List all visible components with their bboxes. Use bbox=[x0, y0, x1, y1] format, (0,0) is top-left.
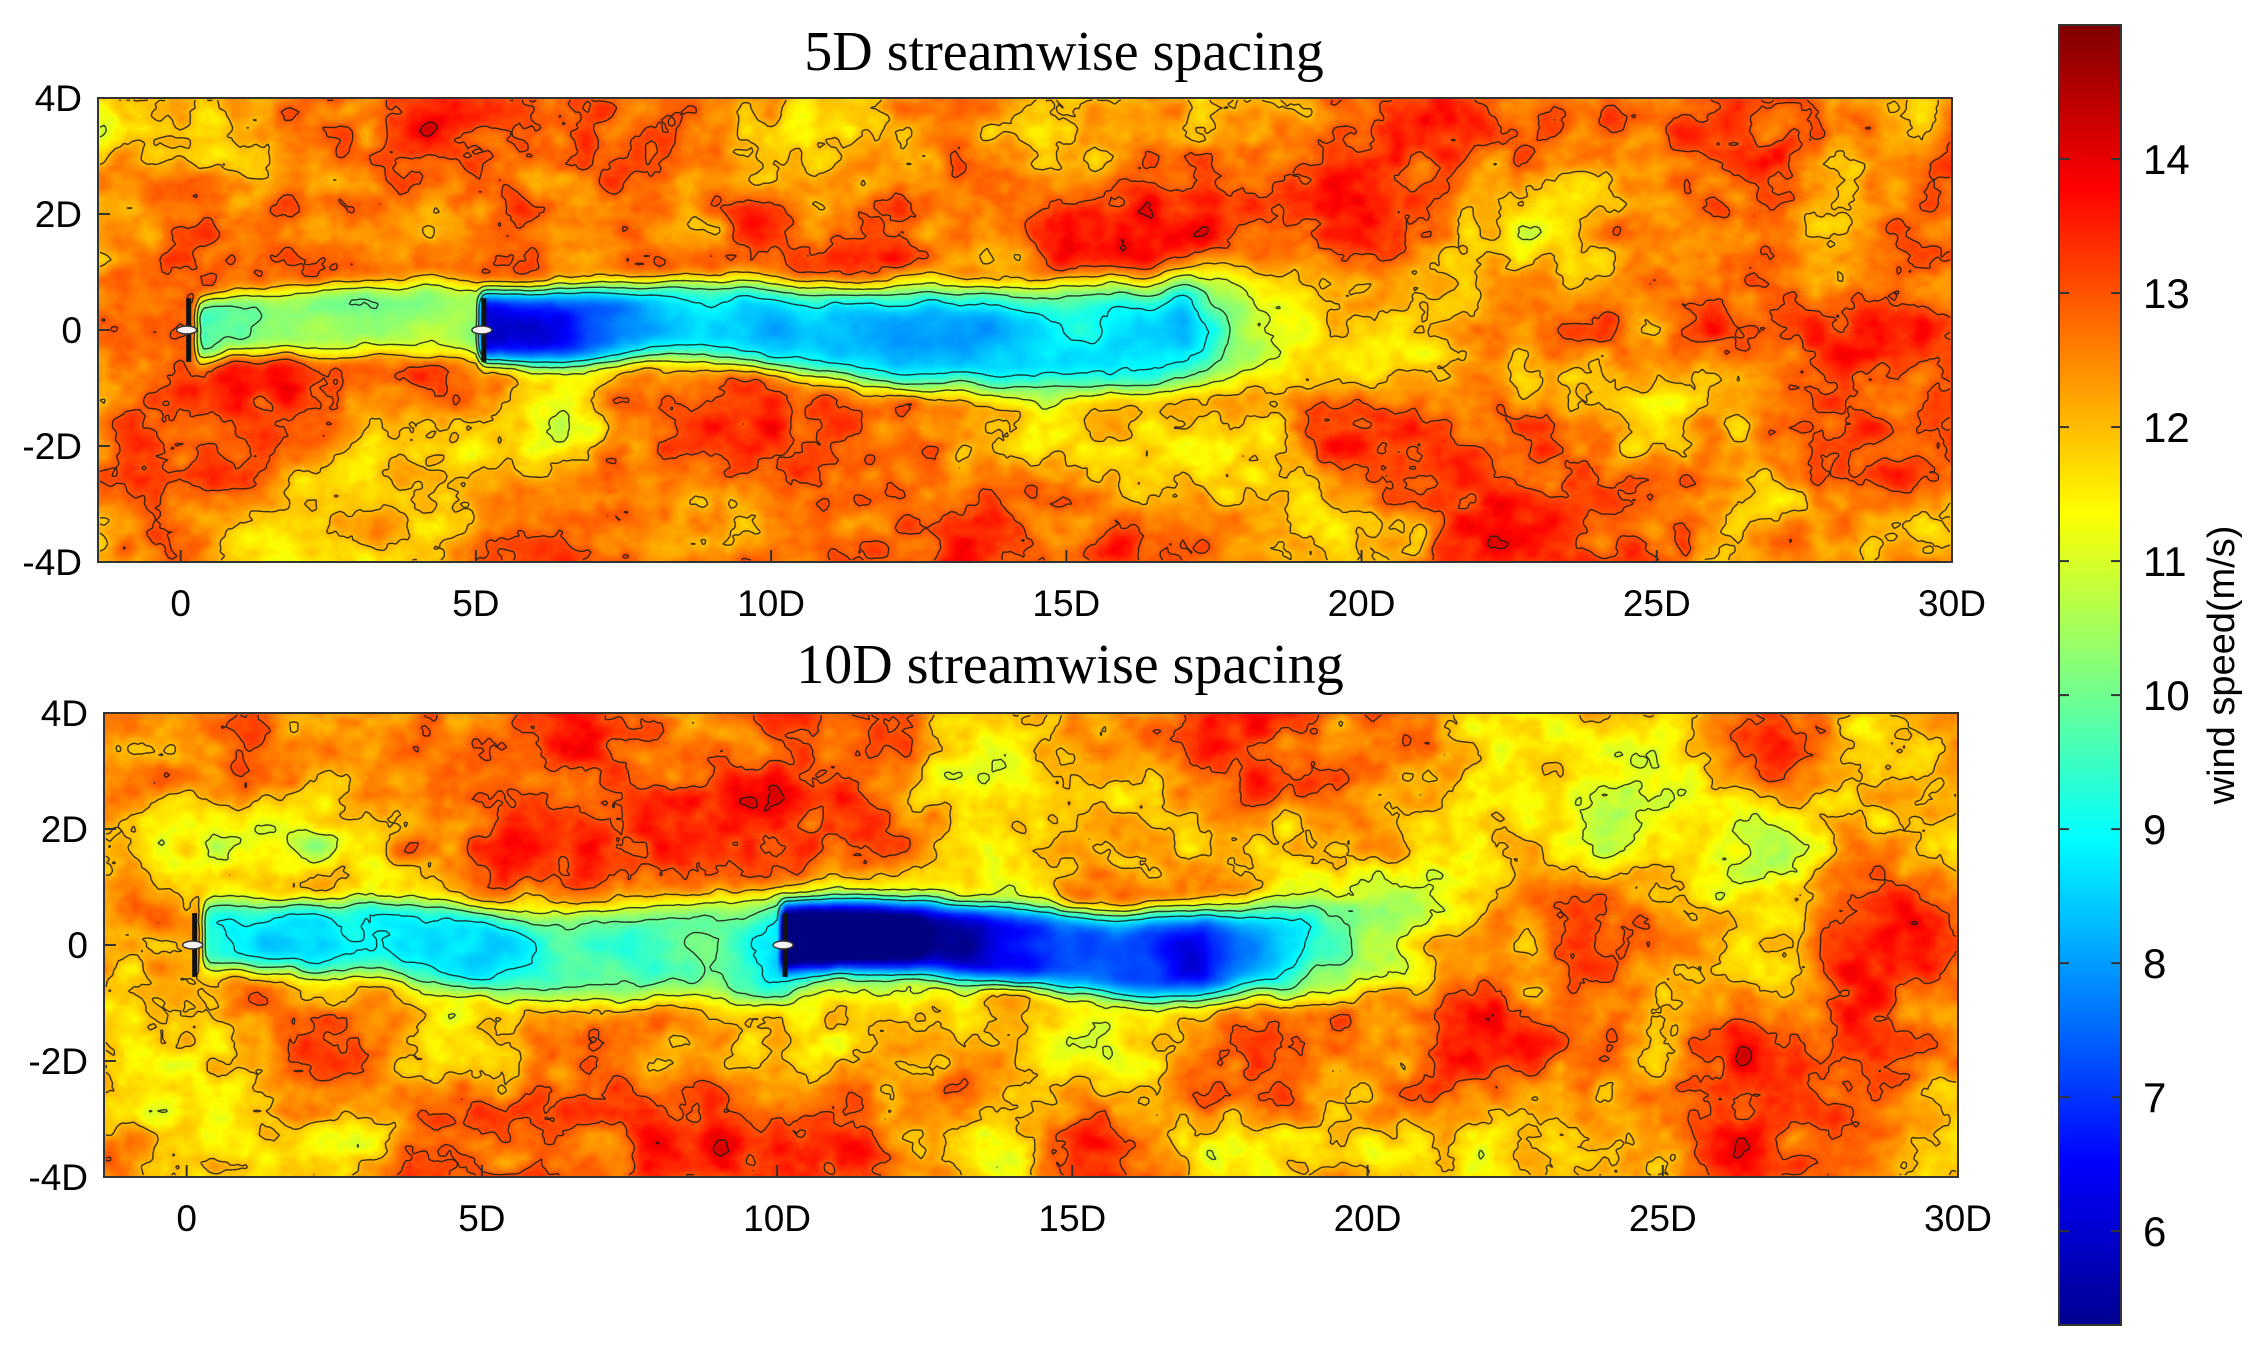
colorbar-ticks: 6 7 8 9 10 11 12 13 14 bbox=[2059, 136, 2190, 1255]
colorbar-tick-label: 6 bbox=[2143, 1208, 2166, 1255]
y-tick-label: -4D bbox=[28, 1157, 88, 1198]
panel-title: 10D streamwise spacing bbox=[796, 634, 1343, 696]
x-axis: 0 5D 10D 15D 20D 25D 30D bbox=[176, 1165, 1992, 1239]
y-tick-label: 2D bbox=[35, 194, 82, 235]
panel-5d-spacing: 5D streamwise spacing 0 5D 10D 15D 20D 25D 30D… bbox=[22, 21, 1986, 624]
colorbar-tick-label: 13 bbox=[2143, 270, 2190, 317]
contour-path bbox=[99, 99, 1951, 561]
colorbar-tick-label: 9 bbox=[2143, 806, 2166, 853]
turbine-hub bbox=[471, 325, 493, 335]
turbines bbox=[175, 298, 493, 362]
colorbar-tick-label: 7 bbox=[2143, 1074, 2166, 1121]
colorbar-tick-label: 10 bbox=[2143, 672, 2190, 719]
y-tick-label: -4D bbox=[22, 542, 82, 583]
x-tick-label: 30D bbox=[1924, 1198, 1992, 1239]
colorbar-tick-label: 14 bbox=[2143, 136, 2190, 183]
colorbar-tick-label: 8 bbox=[2143, 940, 2166, 987]
colorbar-label: wind speed(m/s) bbox=[2201, 526, 2243, 806]
x-axis: 0 5D 10D 15D 20D 25D 30D bbox=[170, 550, 1986, 624]
x-tick-label: 25D bbox=[1629, 1198, 1697, 1239]
contour-lines bbox=[105, 714, 1957, 1176]
x-tick-label: 15D bbox=[1032, 583, 1100, 624]
y-tick-label: 0 bbox=[67, 925, 88, 966]
y-axis: 4D 2D 0 -2D -4D bbox=[22, 78, 110, 583]
x-tick-label: 30D bbox=[1918, 583, 1986, 624]
turbine-hub bbox=[772, 940, 794, 950]
colorbar-bar bbox=[2058, 24, 2122, 1326]
y-tick-label: 0 bbox=[61, 310, 82, 351]
x-tick-label: 20D bbox=[1328, 583, 1396, 624]
x-tick-label: 10D bbox=[743, 1198, 811, 1239]
x-tick-label: 20D bbox=[1334, 1198, 1402, 1239]
x-tick-label: 0 bbox=[176, 1198, 197, 1239]
turbines bbox=[181, 913, 794, 977]
x-tick-label: 5D bbox=[452, 583, 499, 624]
x-tick-label: 25D bbox=[1623, 583, 1691, 624]
x-tick-label: 15D bbox=[1038, 1198, 1106, 1239]
colorbar: 6 7 8 9 10 11 12 13 14 wind speed(m/s) bbox=[2058, 24, 2243, 1326]
y-tick-label: 2D bbox=[41, 809, 88, 850]
wind-speed-field bbox=[104, 713, 1958, 1177]
y-tick-label: 4D bbox=[35, 78, 82, 119]
y-tick-label: 4D bbox=[41, 693, 88, 734]
y-tick-label: -2D bbox=[28, 1041, 88, 1082]
contour-path bbox=[105, 714, 1957, 1176]
y-tick-label: -2D bbox=[22, 426, 82, 467]
y-axis: 4D 2D 0 -2D -4D bbox=[28, 693, 116, 1198]
colorbar-tick-label: 12 bbox=[2143, 404, 2190, 451]
turbine-hub bbox=[175, 325, 198, 335]
x-tick-label: 10D bbox=[737, 583, 805, 624]
x-tick-label: 0 bbox=[170, 583, 191, 624]
colorbar-tick-label: 11 bbox=[2143, 538, 2187, 585]
panel-10d-spacing: 10D streamwise spacing 0 5D 10D 15D 20D 25D 30… bbox=[28, 634, 1992, 1239]
panel-title: 5D streamwise spacing bbox=[804, 21, 1323, 83]
turbine-hub bbox=[181, 940, 204, 950]
x-tick-label: 5D bbox=[458, 1198, 505, 1239]
contour-lines bbox=[99, 99, 1951, 561]
